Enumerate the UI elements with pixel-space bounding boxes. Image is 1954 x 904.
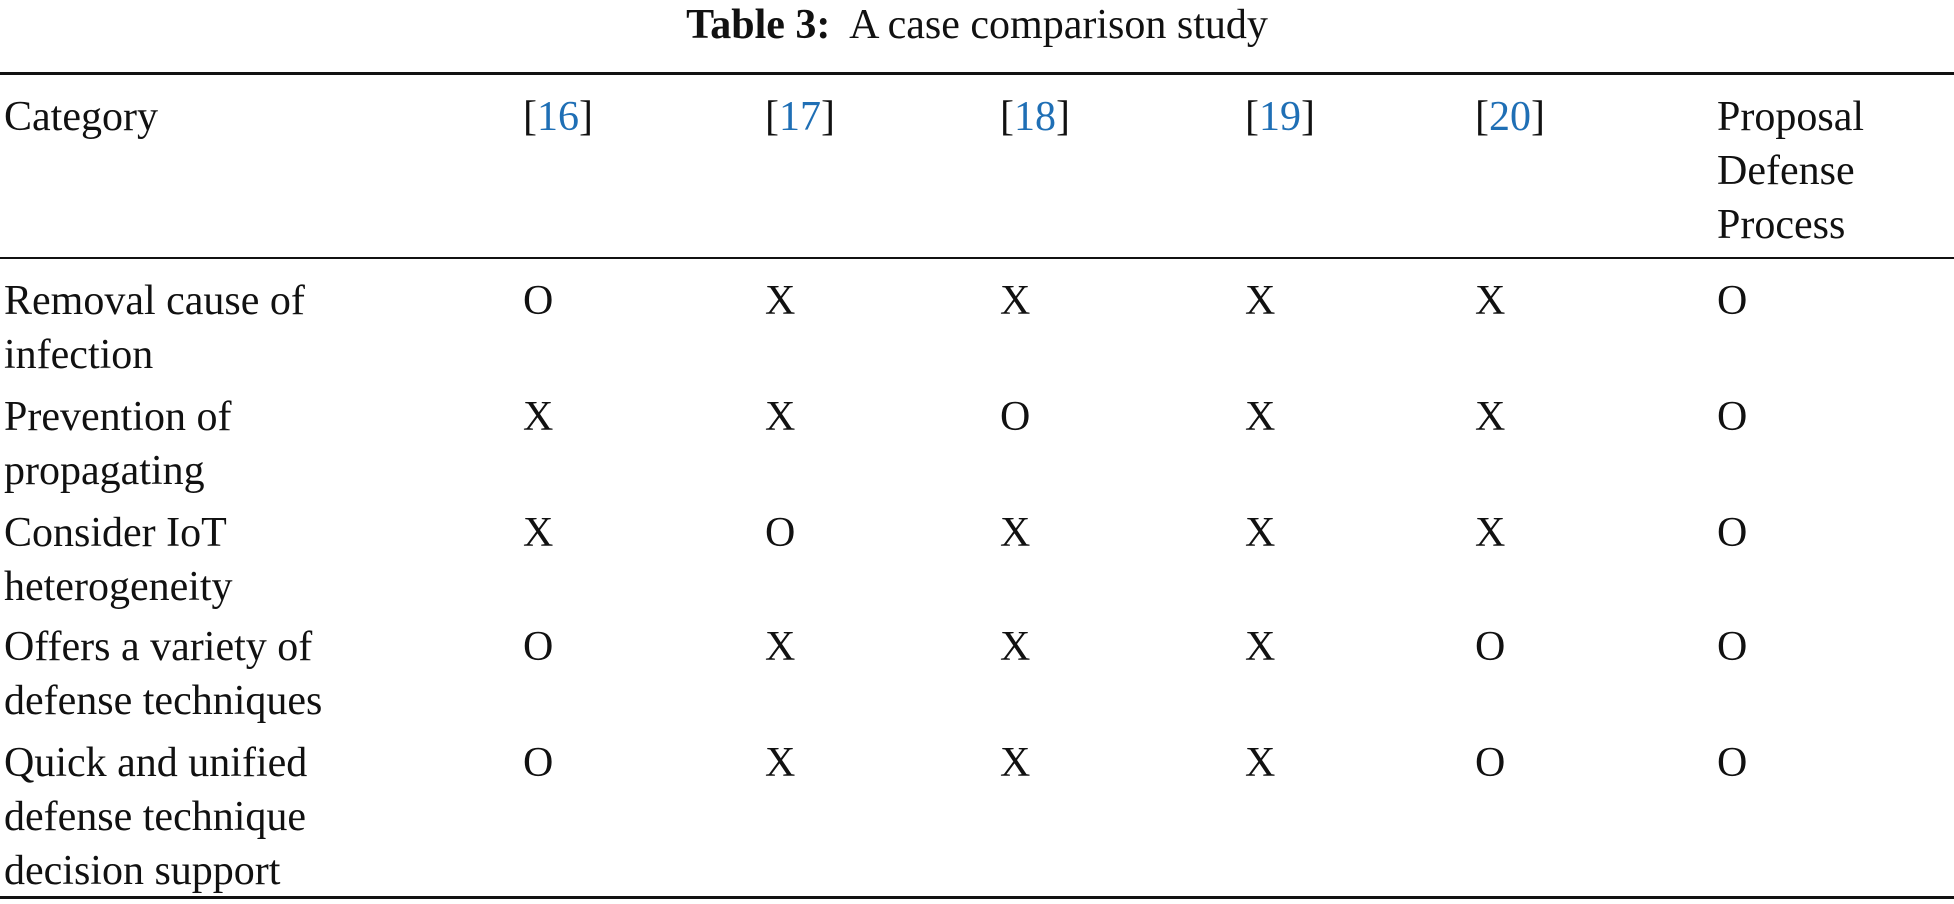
caption-label: Table 3:: [686, 2, 831, 48]
cell-mark: O: [523, 278, 554, 324]
cell-mark: X: [765, 740, 796, 786]
header-cell: Category: [4, 94, 158, 140]
cell-mark: X: [1245, 624, 1276, 670]
cell-mark: X: [1475, 278, 1506, 324]
cell-mark: X: [1000, 278, 1031, 324]
bracket: ]: [579, 94, 593, 140]
cell-mark: X: [1000, 510, 1031, 556]
cell-mark: X: [523, 510, 554, 556]
reference-link: 19: [1259, 94, 1301, 140]
cell-mark: X: [765, 394, 796, 440]
cell-mark: X: [1475, 394, 1506, 440]
row-label: Offers a variety of defense techniques: [4, 624, 323, 724]
bracket: [: [1000, 94, 1014, 140]
cell-mark: X: [765, 624, 796, 670]
bracket: [: [1475, 94, 1489, 140]
top-rule: [0, 72, 1954, 75]
header-cell: [16]: [523, 90, 723, 144]
cell-mark: O: [1717, 624, 1748, 670]
header-rule: [0, 257, 1954, 259]
bottom-rule: [0, 896, 1954, 899]
reference-link: 18: [1014, 94, 1056, 140]
cell-mark: X: [1475, 510, 1506, 556]
reference-link: 17: [779, 94, 821, 140]
cell-mark: O: [1717, 740, 1748, 786]
bracket: ]: [1531, 94, 1545, 140]
cell-mark: O: [1717, 510, 1748, 556]
reference-link: 16: [537, 94, 579, 140]
cell-mark: X: [765, 278, 796, 324]
table-caption: Table 3: A case comparison study: [0, 0, 1954, 52]
header-cell: [17]: [765, 90, 965, 144]
cell-mark: O: [765, 510, 796, 556]
reference-link: 20: [1489, 94, 1531, 140]
cell-mark: X: [1245, 278, 1276, 324]
cell-mark: O: [1475, 624, 1506, 670]
row-label: Quick and unified defense technique deci…: [4, 740, 308, 894]
cell-mark: X: [1000, 740, 1031, 786]
header-cell: [19]: [1245, 90, 1445, 144]
cell-mark: O: [1717, 394, 1748, 440]
cell-mark: X: [1245, 394, 1276, 440]
header-cell: [20]: [1475, 90, 1675, 144]
cell-mark: O: [1717, 278, 1748, 324]
row-label: Prevention of propagating: [4, 394, 232, 494]
bracket: [: [765, 94, 779, 140]
bracket: [: [523, 94, 537, 140]
cell-mark: X: [523, 394, 554, 440]
cell-mark: O: [523, 740, 554, 786]
bracket: ]: [1056, 94, 1070, 140]
row-label: Removal cause of infection: [4, 278, 305, 378]
cell-mark: X: [1245, 740, 1276, 786]
cell-mark: O: [1000, 394, 1031, 440]
cell-mark: X: [1000, 624, 1031, 670]
header-cell: Proposal Defense Process: [1717, 94, 1864, 248]
row-label: Consider IoT heterogeneity: [4, 510, 233, 610]
cell-mark: X: [1245, 510, 1276, 556]
bracket: [: [1245, 94, 1259, 140]
cell-mark: O: [523, 624, 554, 670]
cell-mark: O: [1475, 740, 1506, 786]
bracket: ]: [1301, 94, 1315, 140]
caption-text: A case comparison study: [849, 2, 1268, 48]
header-cell: [18]: [1000, 90, 1200, 144]
bracket: ]: [821, 94, 835, 140]
